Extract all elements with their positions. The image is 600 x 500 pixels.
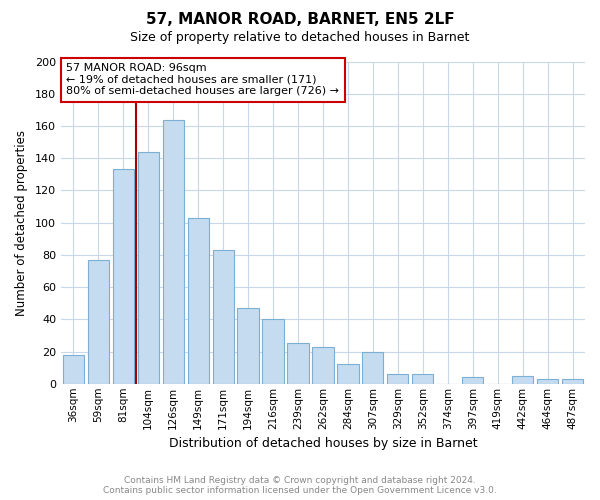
Bar bbox=[262, 320, 284, 384]
Bar bbox=[462, 378, 484, 384]
Bar bbox=[113, 170, 134, 384]
Bar bbox=[337, 364, 359, 384]
Bar bbox=[238, 308, 259, 384]
Bar bbox=[537, 379, 558, 384]
Bar bbox=[163, 120, 184, 384]
Bar bbox=[212, 250, 234, 384]
Bar bbox=[88, 260, 109, 384]
Bar bbox=[287, 344, 308, 384]
Bar bbox=[512, 376, 533, 384]
Text: 57, MANOR ROAD, BARNET, EN5 2LF: 57, MANOR ROAD, BARNET, EN5 2LF bbox=[146, 12, 454, 28]
Bar bbox=[387, 374, 409, 384]
Bar bbox=[188, 218, 209, 384]
Bar bbox=[412, 374, 433, 384]
Bar bbox=[362, 352, 383, 384]
Text: Contains HM Land Registry data © Crown copyright and database right 2024.
Contai: Contains HM Land Registry data © Crown c… bbox=[103, 476, 497, 495]
Bar bbox=[313, 346, 334, 384]
Y-axis label: Number of detached properties: Number of detached properties bbox=[15, 130, 28, 316]
Text: 57 MANOR ROAD: 96sqm
← 19% of detached houses are smaller (171)
80% of semi-deta: 57 MANOR ROAD: 96sqm ← 19% of detached h… bbox=[66, 63, 339, 96]
Bar bbox=[137, 152, 159, 384]
Text: Size of property relative to detached houses in Barnet: Size of property relative to detached ho… bbox=[130, 31, 470, 44]
Bar bbox=[63, 355, 84, 384]
X-axis label: Distribution of detached houses by size in Barnet: Distribution of detached houses by size … bbox=[169, 437, 477, 450]
Bar bbox=[562, 379, 583, 384]
